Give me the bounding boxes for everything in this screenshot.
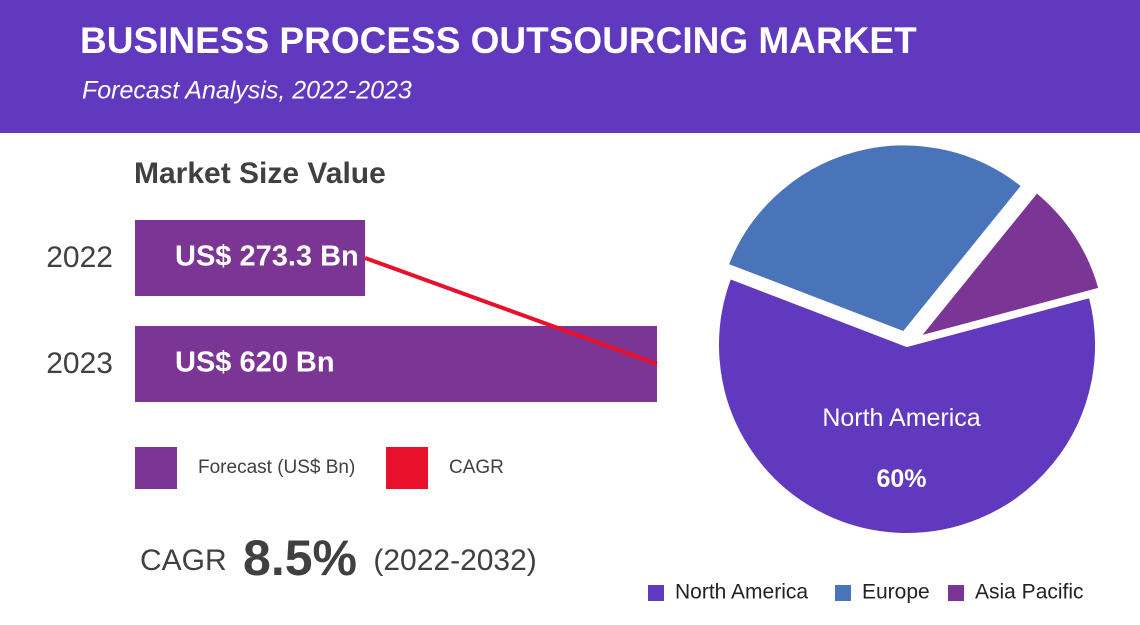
legend-swatch (386, 447, 428, 489)
subtitle: Forecast Analysis, 2022-2023 (82, 77, 412, 105)
pie-slice (911, 187, 1104, 342)
title: BUSINESS PROCESS OUTSOURCING MARKET (80, 20, 917, 61)
value-label: US$ 273.3 Bn (175, 241, 359, 273)
bar (135, 326, 657, 402)
pie-slice (723, 141, 1027, 336)
cagr-period: (2022-2032) (373, 544, 536, 577)
header-band (0, 0, 1140, 133)
slice-name: North America (822, 404, 980, 432)
cagr-label: CAGR (140, 544, 227, 577)
legend-swatch (948, 585, 964, 601)
pie-slice (715, 274, 1099, 537)
value-label: US$ 620 Bn (175, 347, 335, 379)
cagr-value: 8.5% (243, 530, 357, 586)
legend-swatch (648, 585, 664, 601)
slice-value-label: 60% (877, 465, 927, 493)
bar (135, 220, 366, 296)
cagr-line (364, 256, 658, 366)
category-label: 2023 (46, 347, 113, 380)
legend-label: CAGR (449, 457, 504, 478)
cagr-text: CAGR 8.5% (2022-2032) (140, 530, 537, 586)
legend-label: Forecast (US$ Bn) (198, 457, 355, 478)
legend-label: Asia Pacific (975, 581, 1084, 604)
category-label: 2022 (46, 241, 113, 274)
legend-swatch (835, 585, 851, 601)
legend-label: North America (675, 581, 808, 604)
legend-label: Europe (862, 581, 930, 604)
legend-swatch (135, 447, 177, 489)
bar-title: Market Size Value (134, 157, 386, 190)
